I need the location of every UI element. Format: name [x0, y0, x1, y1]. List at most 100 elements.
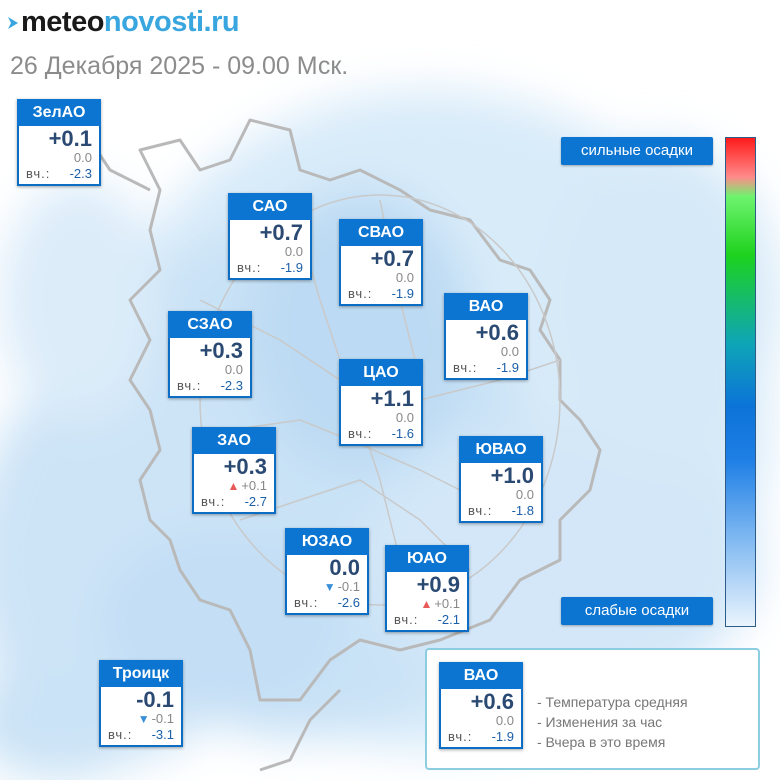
district-card[interactable]: Троицк -0.1 ▼ -0.1 вч.: -3.1: [99, 660, 183, 747]
yesterday-row: вч.: -2.3: [170, 377, 250, 396]
change-value: 0.0: [395, 410, 414, 425]
yesterday-value: -2.1: [437, 612, 460, 627]
district-hourly-change: ▼ -0.1: [287, 579, 367, 595]
yesterday-value: -2.3: [69, 166, 92, 181]
district-temperature: -0.1: [136, 687, 174, 712]
sample-yesterday-value: -1.9: [491, 729, 514, 744]
district-hourly-change: 0.0: [170, 363, 250, 377]
yesterday-label: вч.:: [453, 360, 478, 375]
brand-part-2: novosti: [103, 6, 204, 38]
change-value: 0.0: [500, 344, 519, 359]
yesterday-row: вч.: -2.1: [387, 611, 467, 630]
district-card[interactable]: ЮЗАО 0.0 ▼ -0.1 вч.: -2.6: [285, 528, 369, 615]
district-name: ЮАО: [385, 545, 469, 572]
district-name: ЦАО: [339, 359, 423, 386]
sample-district-name: ВАО: [439, 662, 523, 689]
change-value: -0.1: [337, 579, 360, 594]
district-card[interactable]: ЮАО +0.9 ▲ +0.1 вч.: -2.1: [385, 545, 469, 632]
yesterday-value: -2.6: [337, 595, 360, 610]
yesterday-value: -1.9: [391, 286, 414, 301]
brand-logo[interactable]: meteonovosti.ru: [8, 6, 240, 39]
district-name: Троицк: [99, 660, 183, 687]
district-hourly-change: ▼ -0.1: [101, 711, 181, 727]
yesterday-label: вч.:: [108, 727, 133, 742]
district-card[interactable]: ЮВАО +1.0 0.0 вч.: -1.8: [459, 436, 543, 523]
district-name: ЮВАО: [459, 436, 543, 463]
logo-mark-icon: [8, 17, 18, 29]
district-name: СЗАО: [168, 311, 252, 338]
change-value: 0.0: [73, 150, 92, 165]
trend-up-icon: ▲: [420, 597, 433, 611]
sample-hourly-change: 0.0: [441, 714, 521, 728]
sample-yesterday-label: вч.:: [448, 729, 473, 744]
change-value: -0.1: [151, 711, 174, 726]
yesterday-label: вч.:: [26, 166, 51, 181]
yesterday-value: -1.8: [511, 503, 534, 518]
trend-down-icon: ▼: [323, 580, 336, 594]
district-card[interactable]: ЗелАО +0.1 0.0 вч.: -2.3: [17, 99, 101, 186]
date-time-label: 26 Декабря 2025 - 09.00 Мск.: [10, 52, 349, 80]
district-name: ВАО: [444, 293, 528, 320]
district-temperature: +0.9: [416, 572, 460, 597]
yesterday-row: вч.: -1.9: [230, 259, 310, 278]
district-temperature: +0.3: [223, 454, 267, 479]
district-card[interactable]: ВАО +0.6 0.0 вч.: -1.9: [444, 293, 528, 380]
district-card[interactable]: СЗАО +0.3 0.0 вч.: -2.3: [168, 311, 252, 398]
district-card[interactable]: ЦАО +1.1 0.0 вч.: -1.6: [339, 359, 423, 446]
district-temperature: +0.3: [199, 338, 243, 363]
yesterday-row: вч.: -1.8: [461, 502, 541, 521]
strong-precipitation-label: сильные осадки: [561, 137, 713, 165]
district-temperature: +0.7: [370, 246, 414, 271]
info-legend-lines: - Температура средняя - Изменения за час…: [537, 692, 688, 752]
district-hourly-change: 0.0: [446, 345, 526, 359]
info-line-yesterday: - Вчера в это время: [537, 734, 666, 750]
trend-up-icon: ▲: [227, 479, 240, 493]
yesterday-value: -3.1: [151, 727, 174, 742]
district-temperature: 0.0: [329, 555, 360, 580]
yesterday-label: вч.:: [348, 426, 373, 441]
info-legend-box: ВАО +0.6 0.0 вч.: -1.9 - Температура сре…: [425, 648, 760, 770]
sample-yesterday-row: вч.: -1.9: [441, 728, 521, 747]
yesterday-row: вч.: -1.9: [341, 285, 421, 304]
yesterday-value: -1.9: [280, 260, 303, 275]
change-value: 0.0: [224, 362, 243, 377]
brand-part-1: meteo: [21, 6, 104, 38]
district-hourly-change: 0.0: [230, 245, 310, 259]
district-name: ЮЗАО: [285, 528, 369, 555]
district-card[interactable]: САО +0.7 0.0 вч.: -1.9: [228, 193, 312, 280]
change-value: 0.0: [515, 487, 534, 502]
district-temperature: +0.7: [259, 220, 303, 245]
district-hourly-change: ▲ +0.1: [194, 479, 274, 494]
district-card[interactable]: ЗАО +0.3 ▲ +0.1 вч.: -2.7: [192, 427, 276, 514]
yesterday-label: вч.:: [237, 260, 262, 275]
yesterday-label: вч.:: [394, 612, 419, 627]
sample-district-card: ВАО +0.6 0.0 вч.: -1.9: [439, 662, 523, 749]
yesterday-row: вч.: -1.6: [341, 425, 421, 444]
weak-precipitation-label: слабые осадки: [561, 597, 713, 625]
yesterday-row: вч.: -1.9: [446, 359, 526, 378]
district-card[interactable]: СВАО +0.7 0.0 вч.: -1.9: [339, 219, 423, 306]
yesterday-value: -1.6: [391, 426, 414, 441]
yesterday-value: -2.3: [220, 378, 243, 393]
district-hourly-change: 0.0: [461, 488, 541, 502]
change-value: 0.0: [284, 244, 303, 259]
district-temperature: +1.1: [370, 386, 414, 411]
info-line-change: - Изменения за час: [537, 714, 663, 730]
district-hourly-change: 0.0: [19, 151, 99, 165]
district-name: САО: [228, 193, 312, 220]
change-value: +0.1: [434, 596, 460, 611]
district-temperature: +1.0: [490, 463, 534, 488]
district-name: ЗАО: [192, 427, 276, 454]
yesterday-label: вч.:: [468, 503, 493, 518]
change-value: 0.0: [395, 270, 414, 285]
yesterday-row: вч.: -3.1: [101, 726, 181, 745]
yesterday-label: вч.:: [177, 378, 202, 393]
yesterday-label: вч.:: [348, 286, 373, 301]
district-hourly-change: 0.0: [341, 271, 421, 285]
yesterday-row: вч.: -2.3: [19, 165, 99, 184]
sample-change-value: 0.0: [495, 713, 514, 728]
yesterday-row: вч.: -2.7: [194, 493, 274, 512]
yesterday-value: -1.9: [496, 360, 519, 375]
precipitation-color-scale: [725, 137, 756, 627]
yesterday-value: -2.7: [244, 494, 267, 509]
